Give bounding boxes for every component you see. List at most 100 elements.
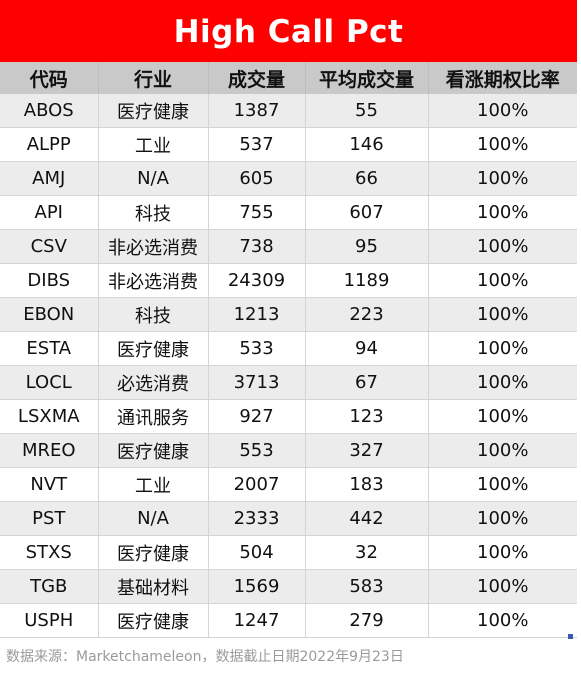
call-pct-cell: 100% [428, 94, 577, 128]
table-row: AMJ N/A 605 66 100% [0, 161, 577, 196]
volume-cell: 553 [208, 433, 306, 468]
ticker-cell: ABOS [0, 94, 99, 128]
ticker-cell: CSV [0, 229, 99, 264]
call-pct-cell: 100% [428, 433, 577, 468]
avg-volume-cell: 123 [305, 399, 429, 434]
ticker-cell: NVT [0, 467, 99, 502]
avg-volume-cell: 223 [305, 297, 429, 332]
volume-cell: 755 [208, 195, 306, 230]
table-row: STXS 医疗健康 504 32 100% [0, 535, 577, 570]
avg-volume-cell: 607 [305, 195, 429, 230]
ticker-cell: DIBS [0, 263, 99, 298]
ticker-cell: PST [0, 501, 99, 536]
col-header-volume: 成交量 [208, 62, 306, 94]
volume-cell: 537 [208, 127, 306, 162]
industry-cell: 科技 [98, 195, 209, 230]
call-pct-cell: 100% [428, 229, 577, 264]
table-row: LSXMA 通讯服务 927 123 100% [0, 399, 577, 434]
industry-cell: 通讯服务 [98, 399, 209, 434]
industry-cell: 工业 [98, 467, 209, 502]
industry-cell: 非必选消费 [98, 263, 209, 298]
col-header-industry: 行业 [98, 62, 209, 94]
ticker-cell: AMJ [0, 161, 99, 196]
call-pct-cell: 100% [428, 331, 577, 366]
header-row: 代码 行业 成交量 平均成交量 看涨期权比率 [0, 62, 577, 94]
table-row: EBON 科技 1213 223 100% [0, 297, 577, 332]
volume-cell: 738 [208, 229, 306, 264]
industry-cell: 医疗健康 [98, 603, 209, 638]
table-row: MREO 医疗健康 553 327 100% [0, 433, 577, 468]
avg-volume-cell: 67 [305, 365, 429, 400]
volume-cell: 1387 [208, 94, 306, 128]
avg-volume-cell: 279 [305, 603, 429, 638]
ticker-cell: EBON [0, 297, 99, 332]
col-header-avg-volume: 平均成交量 [305, 62, 429, 94]
ticker-cell: MREO [0, 433, 99, 468]
call-pct-cell: 100% [428, 399, 577, 434]
call-pct-cell: 100% [428, 603, 577, 638]
ticker-cell: ESTA [0, 331, 99, 366]
table-row: NVT 工业 2007 183 100% [0, 467, 577, 502]
volume-cell: 2007 [208, 467, 306, 502]
volume-cell: 24309 [208, 263, 306, 298]
table-row: API 科技 755 607 100% [0, 195, 577, 230]
table-row: ESTA 医疗健康 533 94 100% [0, 331, 577, 366]
ticker-cell: API [0, 195, 99, 230]
industry-cell: 非必选消费 [98, 229, 209, 264]
avg-volume-cell: 327 [305, 433, 429, 468]
call-pct-cell: 100% [428, 365, 577, 400]
call-pct-cell: 100% [428, 161, 577, 196]
avg-volume-cell: 55 [305, 94, 429, 128]
industry-cell: 医疗健康 [98, 433, 209, 468]
industry-cell: N/A [98, 161, 209, 196]
industry-cell: 基础材料 [98, 569, 209, 604]
volume-cell: 1569 [208, 569, 306, 604]
call-pct-cell: 100% [428, 263, 577, 298]
table-row: CSV 非必选消费 738 95 100% [0, 229, 577, 264]
ticker-cell: LOCL [0, 365, 99, 400]
table-title: High Call Pct [0, 0, 577, 62]
avg-volume-cell: 1189 [305, 263, 429, 298]
ticker-cell: LSXMA [0, 399, 99, 434]
col-header-ticker: 代码 [0, 62, 99, 94]
table-row: PST N/A 2333 442 100% [0, 501, 577, 536]
call-pct-cell: 100% [428, 297, 577, 332]
volume-cell: 927 [208, 399, 306, 434]
call-pct-cell: 100% [428, 501, 577, 536]
ticker-cell: ALPP [0, 127, 99, 162]
call-pct-cell: 100% [428, 535, 577, 570]
volume-cell: 1247 [208, 603, 306, 638]
volume-cell: 605 [208, 161, 306, 196]
table-row: LOCL 必选消费 3713 67 100% [0, 365, 577, 400]
avg-volume-cell: 583 [305, 569, 429, 604]
avg-volume-cell: 183 [305, 467, 429, 502]
avg-volume-cell: 94 [305, 331, 429, 366]
fill-handle [568, 634, 573, 639]
ticker-cell: STXS [0, 535, 99, 570]
col-header-call-pct: 看涨期权比率 [428, 62, 577, 94]
table-row: ALPP 工业 537 146 100% [0, 127, 577, 162]
table-row: USPH 医疗健康 1247 279 100% [0, 603, 577, 638]
avg-volume-cell: 66 [305, 161, 429, 196]
table-row: TGB 基础材料 1569 583 100% [0, 569, 577, 604]
table-row: DIBS 非必选消费 24309 1189 100% [0, 263, 577, 298]
volume-cell: 504 [208, 535, 306, 570]
call-pct-cell: 100% [428, 195, 577, 230]
avg-volume-cell: 146 [305, 127, 429, 162]
avg-volume-cell: 95 [305, 229, 429, 264]
industry-cell: N/A [98, 501, 209, 536]
options-table: 代码 行业 成交量 平均成交量 看涨期权比率 ABOS 医疗健康 1387 55 100… [0, 62, 577, 638]
industry-cell: 工业 [98, 127, 209, 162]
volume-cell: 3713 [208, 365, 306, 400]
industry-cell: 必选消费 [98, 365, 209, 400]
call-pct-cell: 100% [428, 127, 577, 162]
ticker-cell: USPH [0, 603, 99, 638]
ticker-cell: TGB [0, 569, 99, 604]
volume-cell: 2333 [208, 501, 306, 536]
table-row: ABOS 医疗健康 1387 55 100% [0, 94, 577, 128]
call-pct-cell: 100% [428, 569, 577, 604]
call-pct-cell: 100% [428, 467, 577, 502]
source-note: 数据来源：Marketchameleon，数据截止日期2022年9月23日 [6, 649, 404, 665]
avg-volume-cell: 32 [305, 535, 429, 570]
volume-cell: 1213 [208, 297, 306, 332]
